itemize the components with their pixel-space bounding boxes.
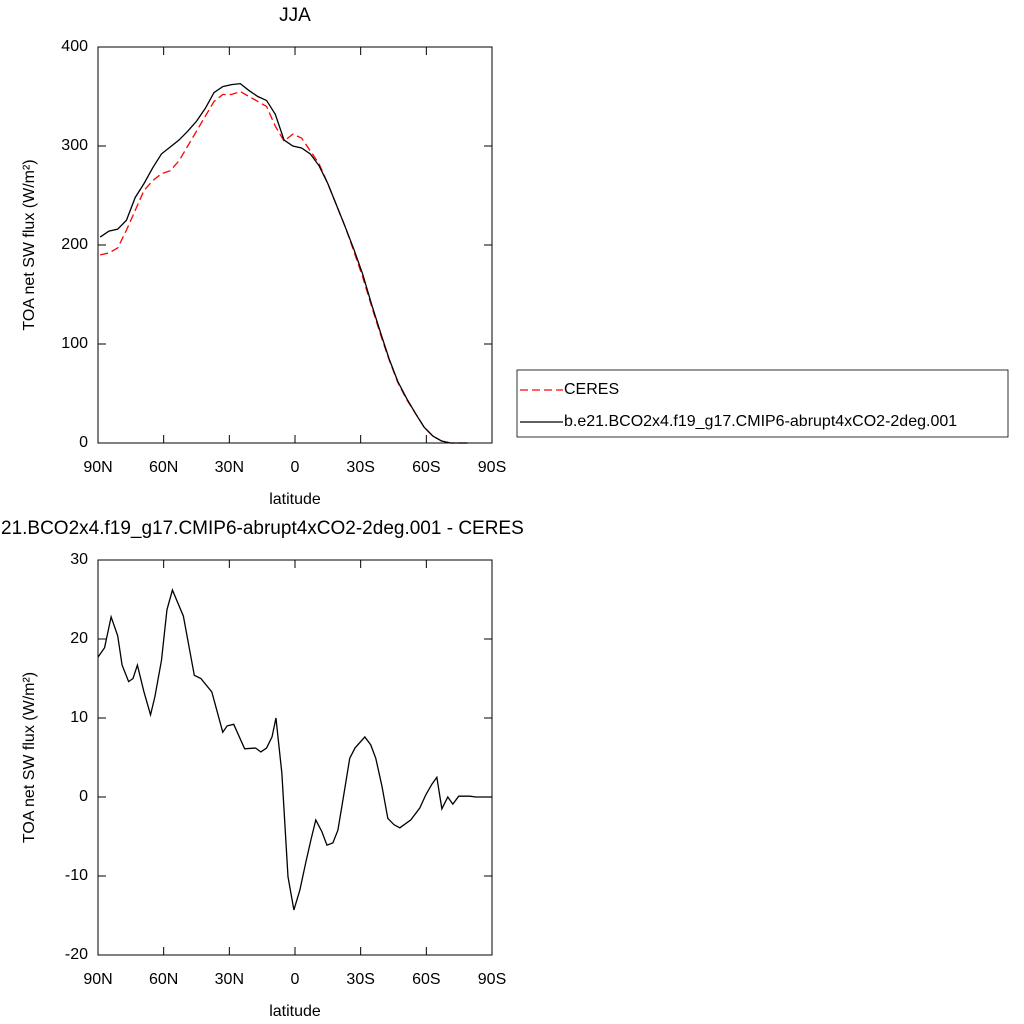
x-tick-label: 30S (346, 459, 374, 476)
y-tick-label: 200 (61, 236, 88, 253)
data-line (100, 90, 468, 444)
y-tick-label: 0 (79, 788, 88, 805)
y-axis-label: TOA net SW flux (W/m²) (21, 672, 38, 843)
chart-title: JJA (279, 5, 311, 26)
y-tick-label: -10 (65, 867, 88, 884)
x-tick-label: 30N (215, 971, 244, 988)
y-tick-label: 30 (70, 551, 88, 568)
y-tick-label: 0 (79, 434, 88, 451)
x-tick-label: 30S (346, 971, 374, 988)
x-tick-label: 90N (83, 459, 112, 476)
x-tick-label: 60S (412, 971, 440, 988)
y-tick-label: 400 (61, 38, 88, 55)
x-axis-label: latitude (269, 491, 321, 508)
y-tick-label: 10 (70, 709, 88, 726)
x-tick-label: 30N (215, 459, 244, 476)
legend-label: b.e21.BCO2x4.f19_g17.CMIP6-abrupt4xCO2-2… (564, 413, 957, 430)
x-tick-label: 90S (478, 459, 506, 476)
plot-frame (97, 46, 493, 444)
x-axis-label: latitude (269, 1003, 321, 1020)
y-tick-label: 300 (61, 137, 88, 154)
legend-label: CERES (564, 381, 619, 398)
x-tick-label: 0 (291, 459, 300, 476)
y-tick-label: -20 (65, 946, 88, 963)
plot-frame (97, 559, 493, 956)
x-tick-label: 60N (149, 459, 178, 476)
x-tick-label: 90N (83, 971, 112, 988)
y-tick-label: 100 (61, 335, 88, 352)
y-axis-label: TOA net SW flux (W/m²) (21, 159, 38, 330)
legend-box (516, 369, 1009, 438)
chart-title: 21.BCO2x4.f19_g17.CMIP6-abrupt4xCO2-2deg… (1, 518, 524, 539)
x-tick-label: 90S (478, 971, 506, 988)
x-tick-label: 0 (291, 971, 300, 988)
x-tick-label: 60S (412, 459, 440, 476)
data-line (97, 588, 492, 911)
x-tick-label: 60N (149, 971, 178, 988)
data-line (99, 82, 468, 444)
y-tick-label: 20 (70, 630, 88, 647)
